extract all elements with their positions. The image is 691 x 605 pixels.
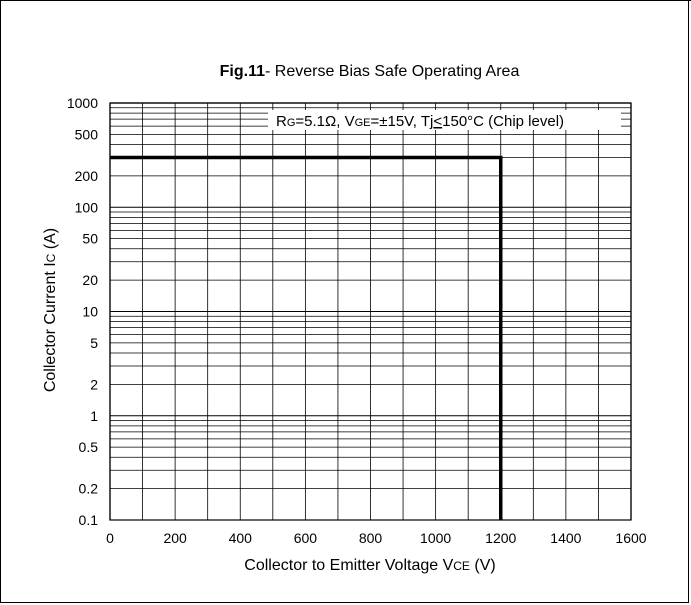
top-border — [0, 0, 691, 1]
y-tick-label: 200 — [75, 168, 99, 184]
x-tick-label: 1200 — [485, 530, 516, 546]
y-tick-label: 0.5 — [79, 439, 99, 455]
x-tick-label: 200 — [163, 530, 187, 546]
grid-lines — [109, 102, 632, 521]
y-tick-label: 10 — [82, 304, 98, 320]
x-tick-label: 1400 — [550, 530, 581, 546]
y-tick-label: 100 — [75, 199, 99, 215]
y-tick-label: 1 — [90, 408, 98, 424]
y-tick-label: 0.1 — [79, 512, 99, 528]
y-tick-label: 0.2 — [79, 481, 99, 497]
x-tick-label: 0 — [106, 530, 114, 546]
plot-area-border — [109, 102, 632, 521]
y-tick-label: 1000 — [67, 95, 98, 111]
y-tick-label: 5 — [90, 335, 98, 351]
soa-boundary-series — [110, 155, 503, 520]
x-tick-label: 600 — [294, 530, 318, 546]
y-tick-label: 20 — [82, 272, 98, 288]
x-tick-label: 1600 — [615, 530, 646, 546]
y-tick-label: 2 — [90, 376, 98, 392]
chart-title: Fig.11- Reverse Bias Safe Operating Area — [108, 62, 631, 82]
y-axis-label: Collector Current IC (A) — [42, 228, 59, 392]
y-tick-label: 500 — [75, 126, 99, 142]
chart-title-text: - Reverse Bias Safe Operating Area — [265, 63, 520, 80]
x-tick-labels: 0 200 400 600 800 1000 1200 1400 1600 — [106, 530, 647, 546]
x-tick-label: 400 — [229, 530, 253, 546]
x-tick-label: 800 — [359, 530, 383, 546]
annotation-background — [268, 110, 621, 130]
x-axis-label: Collector to Emitter Voltage VCE (V) — [244, 557, 495, 574]
y-tick-label: 50 — [82, 231, 98, 247]
x-tick-label: 1000 — [420, 530, 451, 546]
series-line — [110, 155, 503, 520]
y-tick-labels: 0.1 0.2 0.5 1 2 5 10 20 50 100 200 500 1000 — [67, 95, 98, 528]
chart-title-figure: Fig.11 — [219, 63, 265, 80]
chart-annotation: RG=5.1Ω, VGE=±15V, Tj<150°C (Chip level) — [276, 113, 564, 130]
